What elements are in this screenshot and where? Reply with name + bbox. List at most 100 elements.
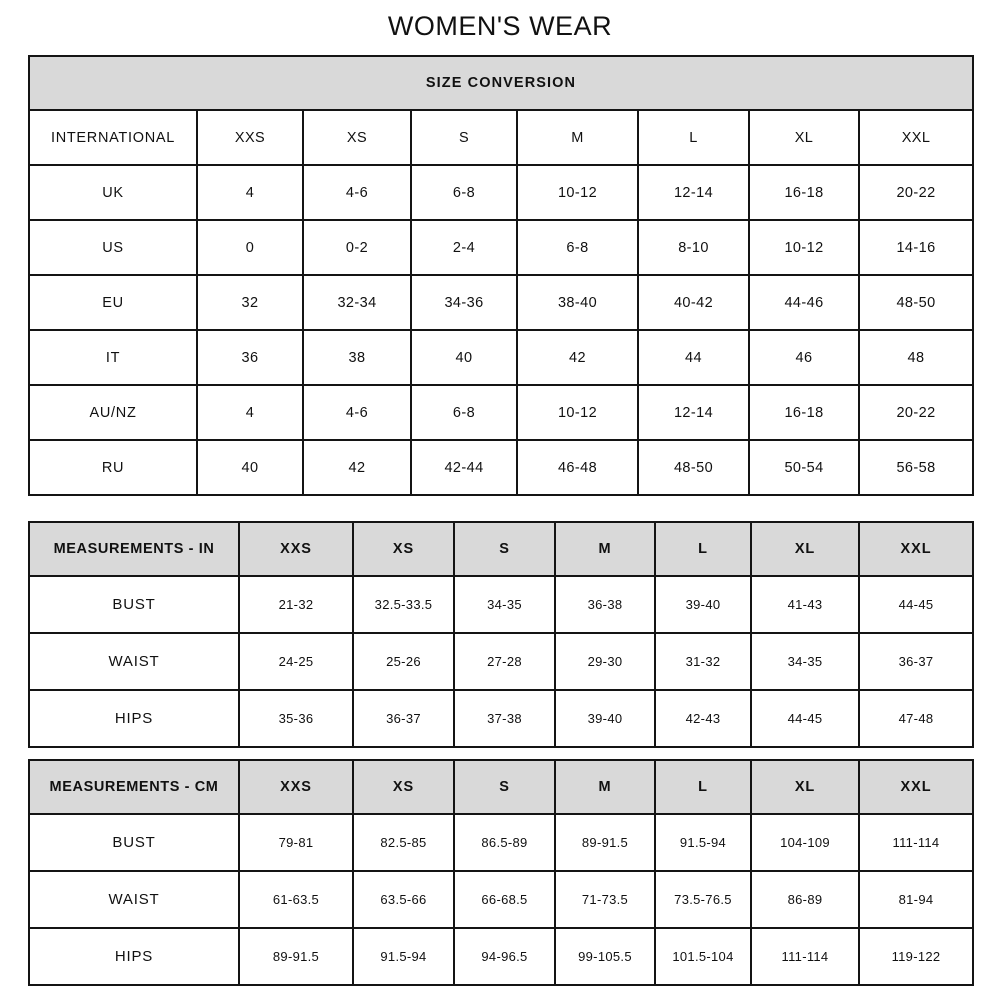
cell-in-waist-xxs: 24-25 bbox=[238, 632, 354, 691]
in-column-header-xxl: XXL bbox=[858, 521, 974, 577]
cell-eu-s: 34-36 bbox=[410, 274, 518, 331]
cell-cm-waist-s: 66-68.5 bbox=[453, 870, 556, 929]
in-column-header-xl: XL bbox=[750, 521, 860, 577]
cell-us-s: 2-4 bbox=[410, 219, 518, 276]
size-conversion-body: SIZE CONVERSION INTERNATIONAL XXS XS S M… bbox=[28, 55, 974, 496]
cell-in-hips-xxl: 47-48 bbox=[858, 689, 974, 748]
measurements-in-body: MEASUREMENTS - IN XXS XS S M L XL XXL BU… bbox=[28, 521, 974, 748]
cell-cm-waist-xxl: 81-94 bbox=[858, 870, 974, 929]
cell-aunz-xxl: 20-22 bbox=[858, 384, 974, 441]
cell-in-waist-xxl: 36-37 bbox=[858, 632, 974, 691]
size-conversion-header-row: INTERNATIONAL XXS XS S M L XL XXL bbox=[28, 109, 974, 166]
cell-in-waist-xs: 25-26 bbox=[352, 632, 455, 691]
cell-it-s: 40 bbox=[410, 329, 518, 386]
cell-aunz-xxs: 4 bbox=[196, 384, 304, 441]
cell-ru-s: 42-44 bbox=[410, 439, 518, 496]
cell-cm-hips-xl: 111-114 bbox=[750, 927, 860, 986]
cell-in-waist-l: 31-32 bbox=[654, 632, 752, 691]
cm-column-header-xxs: XXS bbox=[238, 759, 354, 815]
in-column-header-xs: XS bbox=[352, 521, 455, 577]
cell-uk-s: 6-8 bbox=[410, 164, 518, 221]
cm-row-label-waist: WAIST bbox=[28, 870, 240, 929]
cell-in-bust-l: 39-40 bbox=[654, 575, 752, 634]
cell-us-xs: 0-2 bbox=[302, 219, 412, 276]
row-label-us: US bbox=[28, 219, 198, 276]
cell-cm-bust-m: 89-91.5 bbox=[554, 813, 656, 872]
measurements-in-header-row: MEASUREMENTS - IN XXS XS S M L XL XXL bbox=[28, 521, 974, 577]
cell-uk-xs: 4-6 bbox=[302, 164, 412, 221]
in-row-label-waist: WAIST bbox=[28, 632, 240, 691]
column-header-xl: XL bbox=[748, 109, 860, 166]
cell-cm-bust-s: 86.5-89 bbox=[453, 813, 556, 872]
cell-in-hips-m: 39-40 bbox=[554, 689, 656, 748]
cell-in-waist-s: 27-28 bbox=[453, 632, 556, 691]
in-row-label-hips: HIPS bbox=[28, 689, 240, 748]
cell-it-xxl: 48 bbox=[858, 329, 974, 386]
cell-aunz-m: 10-12 bbox=[516, 384, 639, 441]
column-header-xxl: XXL bbox=[858, 109, 974, 166]
cell-us-xxl: 14-16 bbox=[858, 219, 974, 276]
cell-it-l: 44 bbox=[637, 329, 750, 386]
cm-column-header-xs: XS bbox=[352, 759, 455, 815]
cell-it-m: 42 bbox=[516, 329, 639, 386]
measurements-cm-table: MEASUREMENTS - CM XXS XS S M L XL XXL BU… bbox=[28, 759, 974, 986]
row-label-it: IT bbox=[28, 329, 198, 386]
cell-us-xxs: 0 bbox=[196, 219, 304, 276]
cell-uk-xl: 16-18 bbox=[748, 164, 860, 221]
cell-cm-hips-l: 101.5-104 bbox=[654, 927, 752, 986]
cell-in-bust-xxl: 44-45 bbox=[858, 575, 974, 634]
cell-cm-bust-xl: 104-109 bbox=[750, 813, 860, 872]
cm-column-header-xxl: XXL bbox=[858, 759, 974, 815]
cell-eu-m: 38-40 bbox=[516, 274, 639, 331]
cm-row-label-hips: HIPS bbox=[28, 927, 240, 986]
cm-column-header-s: S bbox=[453, 759, 556, 815]
size-conversion-band-label: SIZE CONVERSION bbox=[28, 55, 974, 111]
cell-in-bust-xs: 32.5-33.5 bbox=[352, 575, 455, 634]
cell-aunz-xs: 4-6 bbox=[302, 384, 412, 441]
table-row: WAIST 61-63.5 63.5-66 66-68.5 71-73.5 73… bbox=[28, 870, 974, 929]
cell-cm-waist-xxs: 61-63.5 bbox=[238, 870, 354, 929]
cell-in-waist-m: 29-30 bbox=[554, 632, 656, 691]
cell-in-bust-s: 34-35 bbox=[453, 575, 556, 634]
table-row: AU/NZ 4 4-6 6-8 10-12 12-14 16-18 20-22 bbox=[28, 384, 974, 441]
cell-eu-xs: 32-34 bbox=[302, 274, 412, 331]
cell-ru-xl: 50-54 bbox=[748, 439, 860, 496]
page-title: WOMEN'S WEAR bbox=[387, 11, 613, 41]
column-header-l: L bbox=[637, 109, 750, 166]
cell-cm-hips-s: 94-96.5 bbox=[453, 927, 556, 986]
table-row: WAIST 24-25 25-26 27-28 29-30 31-32 34-3… bbox=[28, 632, 974, 691]
cell-in-hips-s: 37-38 bbox=[453, 689, 556, 748]
cell-us-xl: 10-12 bbox=[748, 219, 860, 276]
cm-row-label-bust: BUST bbox=[28, 813, 240, 872]
size-conversion-band-row: SIZE CONVERSION bbox=[28, 55, 974, 111]
cell-cm-bust-xxl: 111-114 bbox=[858, 813, 974, 872]
cell-in-hips-xs: 36-37 bbox=[352, 689, 455, 748]
table-row: UK 4 4-6 6-8 10-12 12-14 16-18 20-22 bbox=[28, 164, 974, 221]
cell-cm-waist-xl: 86-89 bbox=[750, 870, 860, 929]
cell-uk-m: 10-12 bbox=[516, 164, 639, 221]
cell-cm-waist-xs: 63.5-66 bbox=[352, 870, 455, 929]
in-column-header-l: L bbox=[654, 521, 752, 577]
row-label-eu: EU bbox=[28, 274, 198, 331]
table-row: EU 32 32-34 34-36 38-40 40-42 44-46 48-5… bbox=[28, 274, 974, 331]
cell-in-bust-xxs: 21-32 bbox=[238, 575, 354, 634]
cell-cm-hips-m: 99-105.5 bbox=[554, 927, 656, 986]
table-row: US 0 0-2 2-4 6-8 8-10 10-12 14-16 bbox=[28, 219, 974, 276]
cell-in-hips-xxs: 35-36 bbox=[238, 689, 354, 748]
cell-cm-bust-xs: 82.5-85 bbox=[352, 813, 455, 872]
cm-column-header-xl: XL bbox=[750, 759, 860, 815]
cell-cm-waist-l: 73.5-76.5 bbox=[654, 870, 752, 929]
table-row: HIPS 89-91.5 91.5-94 94-96.5 99-105.5 10… bbox=[28, 927, 974, 986]
cell-uk-xxl: 20-22 bbox=[858, 164, 974, 221]
cell-eu-xxl: 48-50 bbox=[858, 274, 974, 331]
cell-aunz-xl: 16-18 bbox=[748, 384, 860, 441]
table-row: RU 40 42 42-44 46-48 48-50 50-54 56-58 bbox=[28, 439, 974, 496]
size-conversion-table: SIZE CONVERSION INTERNATIONAL XXS XS S M… bbox=[28, 55, 974, 496]
cm-column-header-m: M bbox=[554, 759, 656, 815]
cell-in-waist-xl: 34-35 bbox=[750, 632, 860, 691]
cell-uk-l: 12-14 bbox=[637, 164, 750, 221]
in-column-header-m: M bbox=[554, 521, 656, 577]
cell-cm-waist-m: 71-73.5 bbox=[554, 870, 656, 929]
cell-eu-xl: 44-46 bbox=[748, 274, 860, 331]
